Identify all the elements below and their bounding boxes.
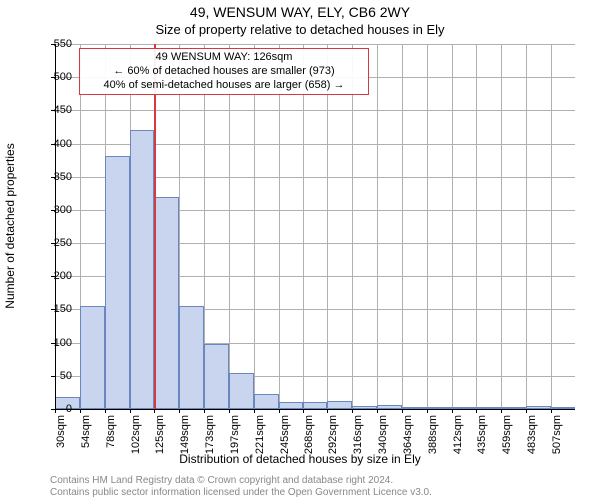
xtick-label: 268sqm	[303, 415, 315, 465]
histogram-bar	[80, 306, 105, 409]
gridline-v	[551, 44, 552, 409]
histogram-bar	[179, 306, 204, 409]
ytick-label: 550	[32, 38, 72, 50]
footnote-line-1: Contains HM Land Registry data © Crown c…	[50, 475, 393, 486]
histogram-bar	[154, 197, 179, 409]
chart-subtitle: Size of property relative to detached ho…	[0, 22, 600, 37]
marker-line	[154, 44, 156, 409]
ytick-label: 0	[32, 403, 72, 415]
histogram-bar	[327, 401, 352, 409]
ytick-label: 200	[32, 270, 72, 282]
xtick-label: 483sqm	[526, 415, 538, 465]
plot-inner: 49 WENSUM WAY: 126sqm← 60% of detached h…	[55, 44, 575, 409]
xtick-label: 435sqm	[476, 415, 488, 465]
xtick-label: 245sqm	[279, 415, 291, 465]
xtick-label: 102sqm	[130, 415, 142, 465]
xtick-label: 78sqm	[105, 415, 117, 465]
gridline-v	[229, 44, 230, 409]
ytick-label: 500	[32, 71, 72, 83]
ytick-label: 100	[32, 337, 72, 349]
ytick-label: 400	[32, 138, 72, 150]
xtick-label: 340sqm	[377, 415, 389, 465]
gridline-v	[254, 44, 255, 409]
xtick-label: 125sqm	[154, 415, 166, 465]
xtick-label: 292sqm	[327, 415, 339, 465]
ytick-label: 450	[32, 104, 72, 116]
ytick-label: 50	[32, 370, 72, 382]
xtick-label: 412sqm	[452, 415, 464, 465]
gridline-h	[55, 110, 575, 111]
gridline-v	[402, 44, 403, 409]
gridline-v	[452, 44, 453, 409]
histogram-bar	[229, 373, 254, 410]
gridline-v	[377, 44, 378, 409]
xtick-label: 388sqm	[427, 415, 439, 465]
xtick-label: 149sqm	[179, 415, 191, 465]
footnote-line-2: Contains public sector information licen…	[50, 487, 432, 498]
annotation-box: 49 WENSUM WAY: 126sqm← 60% of detached h…	[79, 48, 369, 95]
y-axis-label: Number of detached properties	[3, 143, 17, 308]
gridline-v	[303, 44, 304, 409]
xtick-label: 507sqm	[551, 415, 563, 465]
ytick-label: 150	[32, 303, 72, 315]
histogram-bar	[130, 130, 154, 409]
xtick-label: 54sqm	[80, 415, 92, 465]
xtick-label: 459sqm	[501, 415, 513, 465]
gridline-v	[352, 44, 353, 409]
histogram-bar	[254, 394, 279, 409]
gridline-v	[327, 44, 328, 409]
plot-area: 49 WENSUM WAY: 126sqm← 60% of detached h…	[55, 44, 575, 409]
xtick-label: 364sqm	[402, 415, 414, 465]
gridline-h	[55, 44, 575, 45]
ytick-label: 300	[32, 204, 72, 216]
xtick-label: 173sqm	[204, 415, 216, 465]
xtick-label: 197sqm	[229, 415, 241, 465]
annotation-line: 49 WENSUM WAY: 126sqm	[86, 51, 362, 65]
gridline-v	[427, 44, 428, 409]
histogram-bar	[105, 156, 130, 410]
annotation-line: ← 60% of detached houses are smaller (97…	[86, 65, 362, 79]
xtick-label: 316sqm	[352, 415, 364, 465]
gridline-v	[501, 44, 502, 409]
gridline-v	[279, 44, 280, 409]
histogram-bar	[279, 402, 303, 409]
gridline-v	[526, 44, 527, 409]
chart-title: 49, WENSUM WAY, ELY, CB6 2WY	[0, 4, 600, 20]
annotation-line: 40% of semi-detached houses are larger (…	[86, 79, 362, 93]
y-axis-line	[55, 44, 56, 409]
xtick-label: 221sqm	[254, 415, 266, 465]
ytick-label: 250	[32, 237, 72, 249]
x-axis-line	[55, 409, 575, 410]
chart-container: { "title": "49, WENSUM WAY, ELY, CB6 2WY…	[0, 0, 600, 500]
histogram-bar	[204, 344, 229, 409]
ytick-label: 350	[32, 171, 72, 183]
histogram-bar	[303, 402, 328, 409]
xtick-label: 30sqm	[55, 415, 67, 465]
gridline-v	[476, 44, 477, 409]
